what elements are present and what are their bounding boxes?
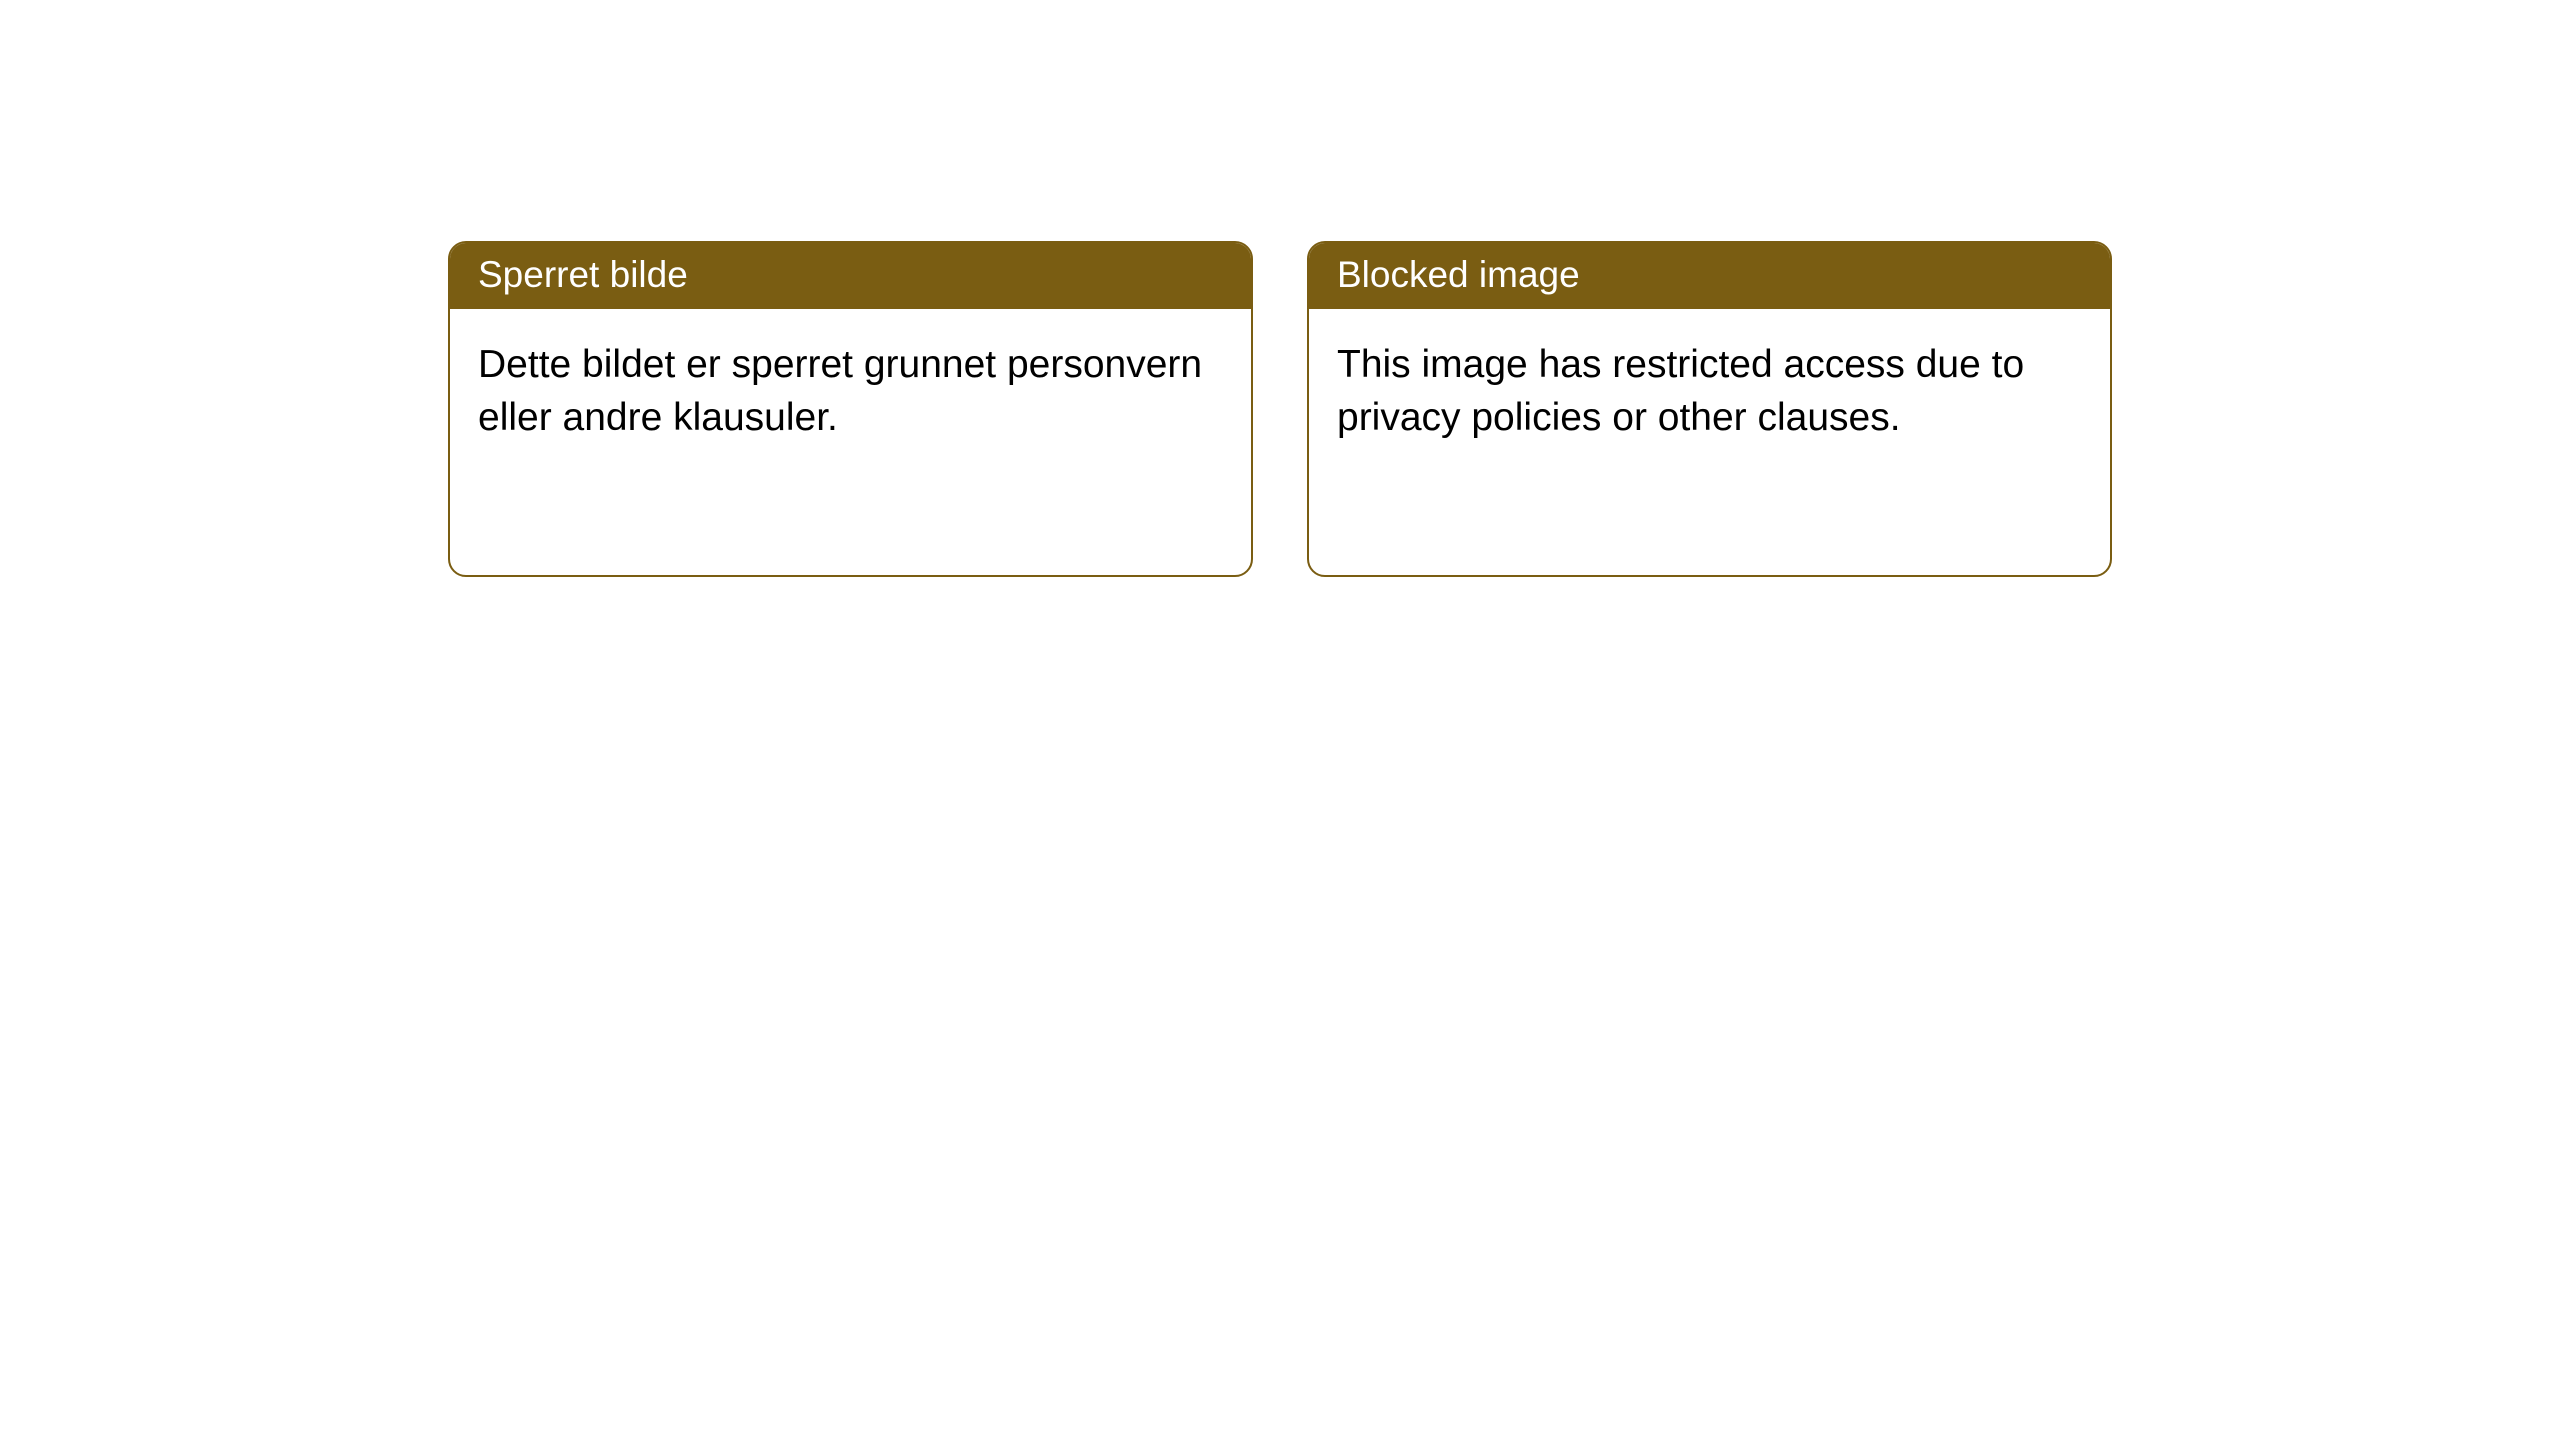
notice-card-norwegian: Sperret bilde Dette bildet er sperret gr… bbox=[448, 241, 1253, 577]
notice-body-norwegian: Dette bildet er sperret grunnet personve… bbox=[450, 309, 1251, 474]
notice-body-english: This image has restricted access due to … bbox=[1309, 309, 2110, 474]
notice-header-english: Blocked image bbox=[1309, 243, 2110, 309]
notice-container: Sperret bilde Dette bildet er sperret gr… bbox=[448, 241, 2112, 577]
notice-card-english: Blocked image This image has restricted … bbox=[1307, 241, 2112, 577]
notice-header-norwegian: Sperret bilde bbox=[450, 243, 1251, 309]
